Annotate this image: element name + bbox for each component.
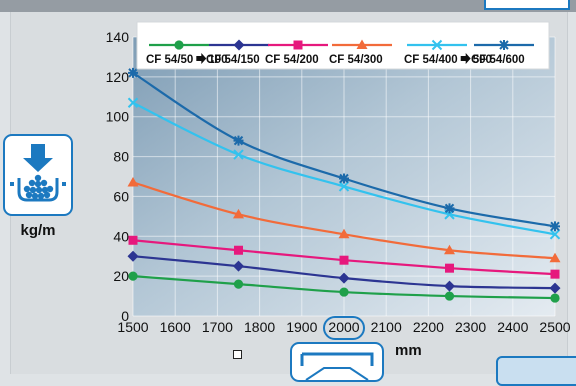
legend-marker	[233, 39, 245, 51]
legend-label: CF 54/200	[265, 54, 319, 66]
data-point	[339, 255, 349, 265]
top-bar	[0, 0, 576, 12]
x-tick-label: 2300	[455, 319, 486, 335]
line-chart: 0 20 40 60 80 100 120 140 1500 1600 1700 1800 1900 20…	[106, 21, 571, 340]
data-point	[233, 279, 244, 289]
bottom-right-card	[496, 356, 576, 386]
data-point	[550, 293, 560, 303]
small-square-icon	[233, 350, 242, 359]
y-tick-label: 40	[113, 228, 129, 244]
data-point	[128, 235, 138, 245]
legend-marker	[174, 40, 184, 50]
legend-marker	[293, 40, 303, 50]
data-point	[233, 149, 244, 160]
data-point	[338, 228, 350, 239]
y-unit-label: kg/m	[20, 222, 56, 239]
data-point	[339, 173, 349, 184]
legend-marker	[431, 39, 443, 51]
legend-label: CF 54/50	[146, 54, 193, 66]
x-tick-label: 1900	[286, 319, 317, 335]
x-tick-label: 1600	[160, 319, 191, 335]
data-point	[338, 272, 350, 284]
legend-marker	[356, 39, 368, 49]
data-point	[233, 208, 244, 219]
arrow-right-icon	[460, 53, 471, 64]
y-tick-label: 140	[106, 29, 130, 45]
data-point	[444, 244, 455, 255]
data-point	[127, 250, 139, 262]
x-tick-label: 2100	[371, 319, 402, 335]
highlight-ring	[323, 316, 365, 340]
legend-label: CF 54/400	[404, 54, 458, 66]
y-tick-label: 60	[113, 188, 129, 204]
legend-label-suffix: 500	[473, 54, 492, 66]
y-tick-label: 120	[106, 69, 130, 85]
data-point	[549, 282, 561, 294]
conveyor-icon-card	[290, 342, 384, 382]
data-point	[233, 135, 244, 146]
conveyor-load-icon-card	[3, 134, 73, 216]
conveyor-icon	[300, 352, 374, 381]
legend-label: CF 54/600	[471, 54, 525, 66]
data-point	[550, 221, 560, 232]
data-point	[444, 280, 455, 292]
legend-marker	[499, 40, 509, 50]
data-point	[127, 176, 139, 187]
data-point	[444, 291, 455, 301]
x-tick-label: 1700	[202, 319, 233, 335]
data-point	[128, 271, 138, 281]
arrow-right-icon	[196, 53, 207, 64]
data-point	[444, 203, 455, 214]
x-tick-label: 2200	[413, 319, 444, 335]
y-tick-label: 100	[106, 109, 130, 125]
data-point	[549, 252, 561, 263]
data-point	[445, 263, 454, 273]
x-tick-label: 1500	[117, 319, 148, 335]
legend-label-suffix: 100	[208, 54, 227, 66]
data-point	[549, 229, 561, 240]
x-tick-label: 2000	[328, 319, 359, 335]
data-point	[550, 269, 560, 279]
y-tick-label: 0	[121, 308, 129, 324]
data-point	[234, 245, 243, 255]
data-point	[338, 181, 350, 192]
x-unit-label: mm	[395, 342, 422, 359]
y-tick-label: 80	[113, 149, 129, 165]
conveyor-load-icon	[10, 144, 66, 202]
top-right-card	[484, 0, 570, 10]
legend-label: CF 54/300	[329, 54, 383, 66]
data-point	[128, 67, 138, 78]
x-tick-label: 2400	[497, 319, 528, 335]
x-tick-label: 2500	[539, 319, 570, 335]
data-point	[127, 97, 139, 108]
data-point	[339, 287, 349, 297]
legend-label: CF 54/150	[206, 54, 260, 66]
y-tick-label: 20	[113, 268, 129, 284]
x-tick-label: 1800	[244, 319, 275, 335]
data-point	[233, 260, 244, 272]
